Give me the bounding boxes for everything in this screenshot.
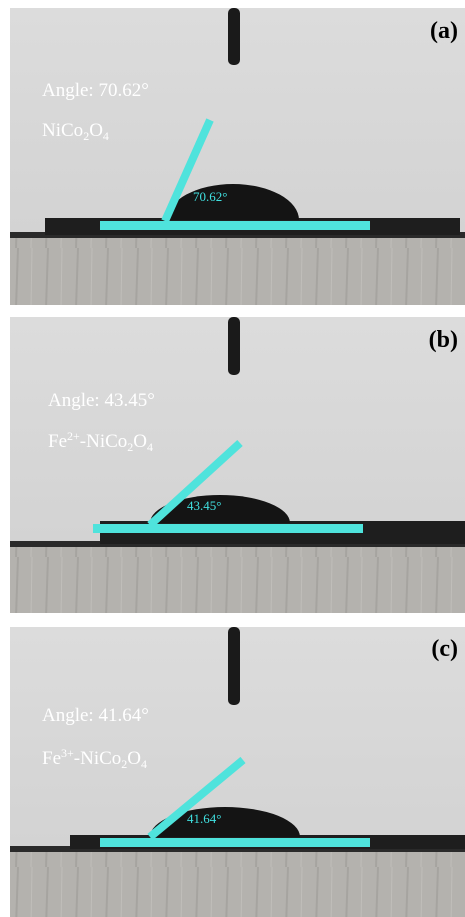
sample-part: 3+ <box>61 746 74 760</box>
sample-part: NiCo <box>42 120 83 141</box>
needle <box>228 627 240 705</box>
sample-part: O <box>133 431 147 452</box>
angle-annotation: 70.62° <box>193 189 227 204</box>
angle-text: Angle: 43.45° <box>48 390 155 411</box>
sample-part: Fe <box>42 748 61 769</box>
panel: (c) Angle: 41.64° Fe3+-NiCo2O4 41.64° <box>10 627 465 917</box>
panel-label: (b) <box>429 327 458 353</box>
figure: (a) Angle: 70.62° NiCo2O4 70.62° (b) Angle: 4… <box>0 0 465 917</box>
panel: (a) Angle: 70.62° NiCo2O4 70.62° <box>10 8 465 305</box>
sample-part: -NiCo <box>74 748 122 769</box>
angle-text: Angle: 70.62° <box>42 80 149 101</box>
substrate <box>10 849 465 917</box>
sample-part: 4 <box>141 757 147 771</box>
sample-part: 4 <box>147 440 153 454</box>
substrate <box>10 235 465 305</box>
sample-part: 2+ <box>67 429 80 443</box>
panel-label: (a) <box>430 18 458 44</box>
sample-part: O <box>89 120 103 141</box>
baseline <box>100 838 370 847</box>
needle <box>228 317 240 375</box>
sample-part: Fe <box>48 431 67 452</box>
sample-part: 4 <box>103 129 109 143</box>
panel: (b) Angle: 43.45° Fe2+-NiCo2O4 43.45° <box>10 317 465 613</box>
sample-name: Fe2+-NiCo2O4 <box>48 429 153 454</box>
sample-name: NiCo2O4 <box>42 120 109 143</box>
sample-part: -NiCo <box>80 431 128 452</box>
sample-part: O <box>127 748 141 769</box>
angle-annotation: 41.64° <box>187 811 221 826</box>
angle-annotation: 43.45° <box>187 498 221 513</box>
baseline <box>93 524 363 533</box>
panel-label: (c) <box>431 636 458 662</box>
baseline <box>100 221 370 230</box>
sample-name: Fe3+-NiCo2O4 <box>42 746 147 771</box>
angle-text: Angle: 41.64° <box>42 705 149 726</box>
needle <box>228 8 240 65</box>
panels: (a) Angle: 70.62° NiCo2O4 70.62° (b) Angle: 4… <box>10 8 465 917</box>
substrate <box>10 544 465 613</box>
